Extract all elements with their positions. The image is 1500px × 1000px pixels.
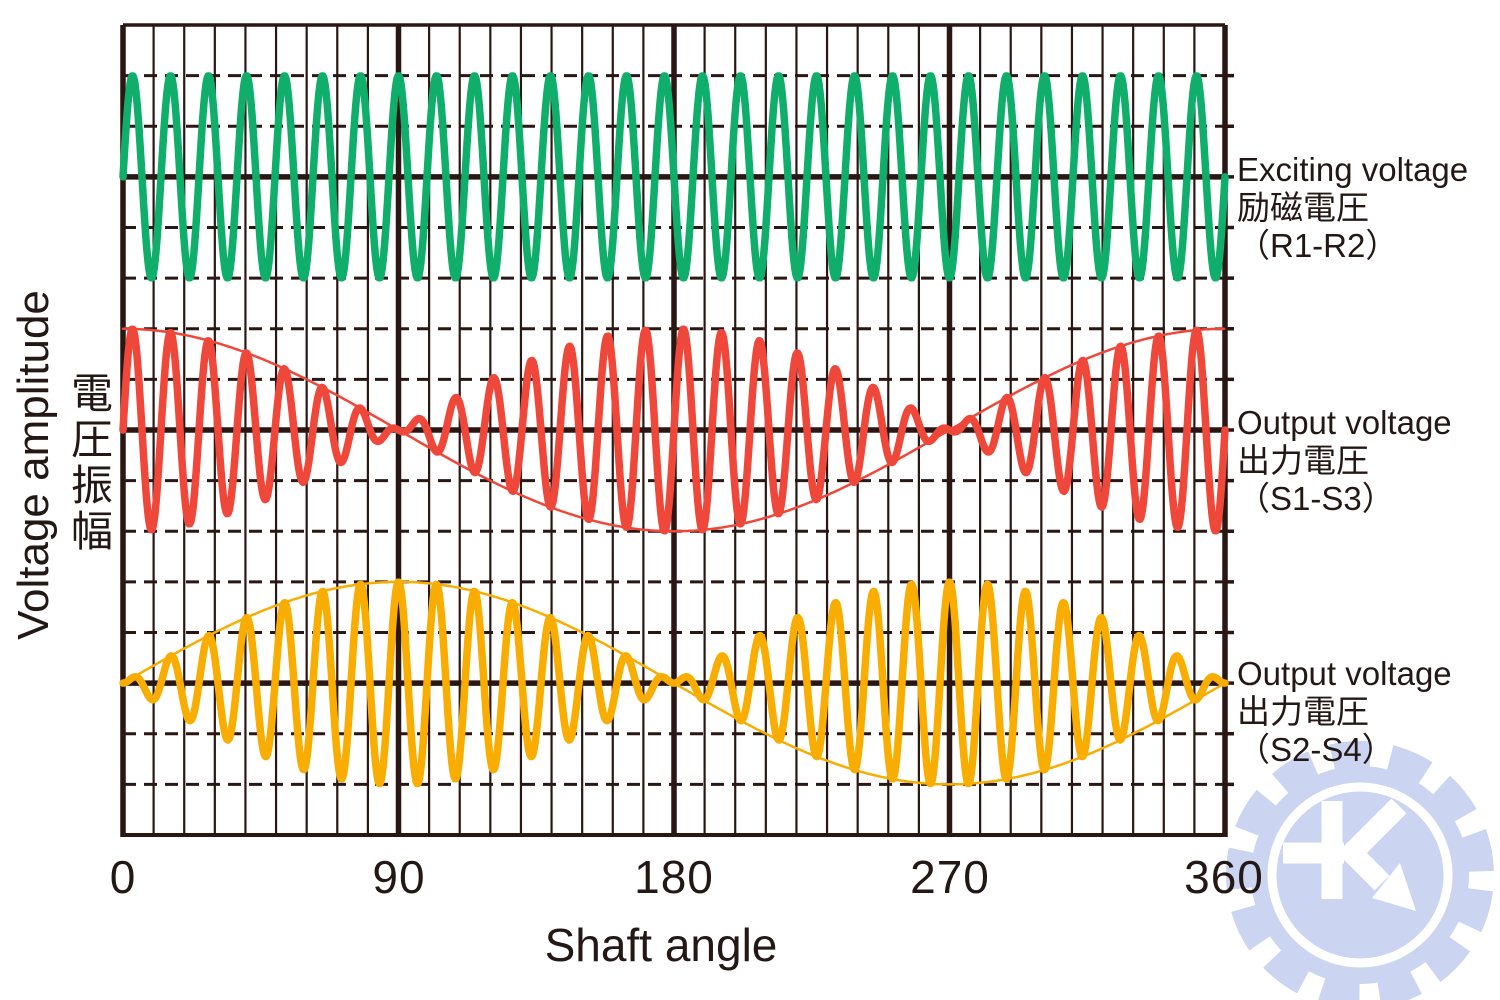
x-tick-90: 90	[372, 851, 426, 903]
label-output-s2s4-pins: （S2-S4）	[1237, 731, 1395, 768]
x-tick-180: 180	[634, 851, 714, 903]
y-axis-title-japanese: 電圧振幅	[65, 371, 113, 555]
x-tick-270: 270	[910, 851, 990, 903]
x-tick-360: 360	[1184, 851, 1264, 903]
label-output-s1s3-pins: （S1-S3）	[1237, 480, 1395, 517]
label-exciting-voltage-ja: 励磁電圧	[1237, 189, 1369, 226]
label-exciting-voltage-en: Exciting voltage	[1237, 151, 1469, 188]
label-output-s2s4-en: Output voltage	[1237, 655, 1452, 692]
label-output-voltage-s1s3: Output voltage 出力電圧 （S1-S3）	[1237, 404, 1452, 518]
x-axis-title: Shaft angle	[544, 919, 778, 971]
label-output-voltage-s2s4: Output voltage 出力電圧 （S2-S4）	[1237, 655, 1452, 769]
x-tick-0: 0	[109, 851, 137, 903]
label-exciting-voltage-pins: （R1-R2）	[1237, 227, 1399, 264]
label-output-s1s3-ja: 出力電圧	[1237, 442, 1369, 479]
label-output-s1s3-en: Output voltage	[1237, 404, 1452, 441]
label-output-s2s4-ja: 出力電圧	[1237, 693, 1369, 730]
y-axis-title-english: Voltage amplitude	[9, 290, 58, 640]
label-exciting-voltage: Exciting voltage 励磁電圧 （R1-R2）	[1237, 151, 1468, 265]
